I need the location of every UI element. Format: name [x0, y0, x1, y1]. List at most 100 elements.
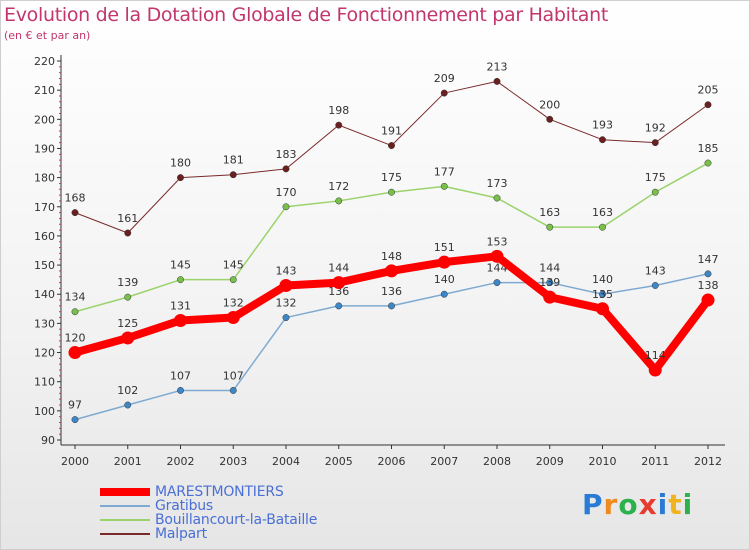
legend-swatch [100, 519, 150, 521]
data-label: 107 [170, 369, 191, 382]
data-label: 140 [434, 273, 455, 286]
data-label: 136 [381, 285, 402, 298]
logo-letter: P [582, 488, 604, 521]
data-point [124, 229, 132, 237]
y-tick-label: 90 [41, 434, 55, 447]
data-label: 180 [170, 157, 191, 170]
x-tick-label: 2002 [167, 455, 195, 468]
x-tick-label: 2011 [641, 455, 669, 468]
data-label: 148 [381, 250, 402, 263]
y-tick-label: 100 [34, 405, 55, 418]
data-label: 135 [592, 288, 613, 301]
y-tick-label: 210 [34, 84, 55, 97]
data-label: 102 [117, 384, 138, 397]
proxiti-logo: Proxiti [582, 488, 693, 521]
logo-letter: x [638, 488, 658, 521]
data-point [385, 264, 398, 278]
data-label: 191 [381, 125, 402, 138]
data-label: 205 [698, 84, 719, 97]
data-point [596, 302, 609, 316]
data-label: 173 [487, 177, 508, 190]
y-tick-label: 140 [34, 288, 55, 301]
data-point [493, 77, 501, 85]
data-point [335, 302, 343, 310]
x-tick-label: 2001 [114, 455, 142, 468]
data-label: 168 [65, 192, 86, 205]
y-tick-label: 110 [34, 376, 55, 389]
data-label: 192 [645, 122, 666, 135]
data-label: 147 [698, 253, 719, 266]
data-label: 198 [328, 104, 349, 117]
legend-swatch [100, 505, 150, 507]
logo-letter: i [682, 488, 694, 521]
y-tick-label: 220 [34, 55, 55, 68]
x-tick-label: 2004 [272, 455, 300, 468]
data-label: 132 [276, 297, 297, 310]
data-point [71, 209, 79, 217]
data-label: 163 [539, 206, 560, 219]
data-point [121, 331, 135, 345]
logo-letter: o [618, 488, 639, 521]
data-point [543, 290, 557, 304]
data-label: 183 [276, 148, 297, 161]
data-label: 97 [68, 399, 82, 412]
data-point [490, 249, 504, 263]
data-point [71, 416, 79, 424]
data-point [388, 302, 395, 310]
data-label: 161 [117, 212, 138, 225]
data-point [174, 313, 187, 327]
legend-label: MARESTMONTIERS [155, 484, 284, 500]
data-point [177, 276, 184, 284]
data-point [651, 282, 659, 289]
y-tick-label: 120 [34, 347, 55, 360]
data-point [124, 401, 132, 409]
y-tick-label: 180 [34, 172, 55, 185]
chart-subtitle: (en € et par an) [4, 29, 91, 42]
y-tick-label: 170 [34, 201, 55, 214]
x-tick-label: 2012 [694, 455, 722, 468]
data-label: 172 [328, 180, 349, 193]
data-point [335, 121, 343, 129]
data-point [546, 279, 554, 287]
logo-letter: i [657, 488, 669, 521]
data-label: 213 [487, 60, 508, 73]
data-label: 143 [645, 264, 666, 277]
data-label: 175 [645, 171, 666, 184]
data-point [282, 165, 290, 173]
data-point [229, 386, 237, 394]
y-tick-label: 150 [34, 259, 55, 272]
data-point [440, 290, 448, 298]
data-point [651, 188, 659, 196]
data-point [704, 101, 712, 109]
data-point [282, 203, 290, 211]
data-point [599, 223, 606, 231]
data-label: 200 [539, 98, 560, 111]
data-label: 209 [434, 72, 455, 85]
data-point [68, 346, 82, 360]
data-point [701, 293, 715, 307]
line-chart: 9010011012013014015016017018019020021022… [34, 55, 725, 468]
data-label: 145 [170, 259, 191, 272]
x-tick-label: 2006 [378, 455, 406, 468]
data-label: 134 [65, 291, 86, 304]
data-label: 107 [223, 369, 244, 382]
data-label: 143 [276, 264, 297, 277]
legend-label: Gratibus [155, 498, 214, 514]
data-point [229, 171, 237, 179]
logo-letter: r [603, 488, 619, 521]
data-point [388, 142, 395, 149]
x-tick-label: 2000 [61, 455, 89, 468]
data-point [648, 363, 662, 377]
data-point [546, 115, 554, 123]
data-label: 170 [276, 186, 297, 199]
data-label: 144 [328, 262, 349, 275]
data-point [440, 182, 448, 190]
data-point [177, 174, 184, 182]
data-label: 131 [170, 299, 191, 312]
legend-label: Bouillancourt-la-Bataille [155, 512, 318, 528]
data-point [437, 255, 451, 269]
data-label: 181 [223, 154, 244, 167]
data-label: 140 [592, 273, 613, 286]
data-label: 139 [539, 276, 560, 289]
data-label: 144 [539, 262, 560, 275]
